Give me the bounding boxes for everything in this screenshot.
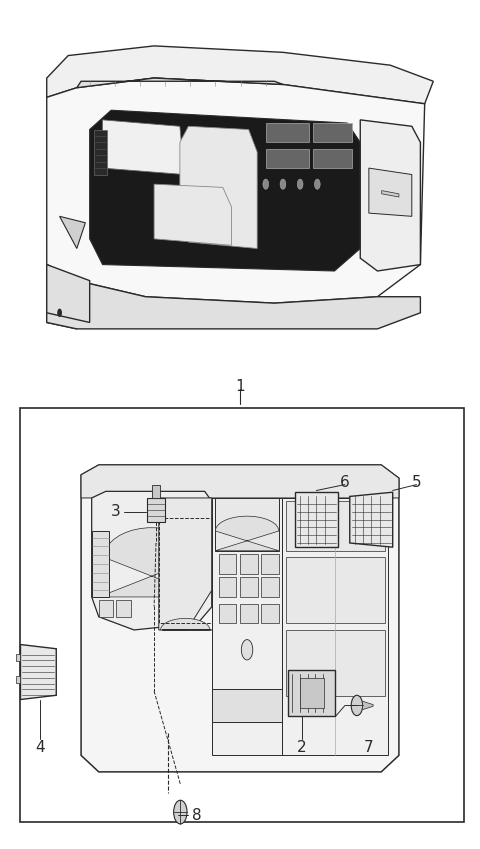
Circle shape bbox=[314, 179, 320, 189]
Circle shape bbox=[57, 308, 62, 317]
Circle shape bbox=[174, 801, 187, 824]
Text: 5: 5 bbox=[412, 475, 421, 490]
Circle shape bbox=[263, 179, 269, 189]
Polygon shape bbox=[215, 516, 279, 551]
Polygon shape bbox=[360, 120, 420, 271]
Polygon shape bbox=[47, 46, 433, 104]
Polygon shape bbox=[21, 644, 56, 700]
Polygon shape bbox=[99, 528, 204, 597]
Polygon shape bbox=[94, 130, 107, 175]
Polygon shape bbox=[116, 600, 131, 616]
Polygon shape bbox=[240, 554, 258, 574]
Polygon shape bbox=[300, 678, 324, 708]
Polygon shape bbox=[219, 554, 237, 574]
Circle shape bbox=[297, 179, 303, 189]
Polygon shape bbox=[350, 492, 393, 548]
Polygon shape bbox=[261, 604, 279, 623]
Polygon shape bbox=[159, 498, 212, 630]
Polygon shape bbox=[147, 498, 165, 522]
Text: 6: 6 bbox=[340, 475, 350, 490]
Text: 8: 8 bbox=[192, 808, 202, 823]
Text: 2: 2 bbox=[297, 740, 307, 756]
Polygon shape bbox=[81, 465, 399, 772]
Polygon shape bbox=[92, 492, 212, 630]
Polygon shape bbox=[219, 604, 237, 623]
Polygon shape bbox=[219, 577, 237, 597]
Polygon shape bbox=[266, 123, 309, 143]
Polygon shape bbox=[81, 465, 399, 498]
Polygon shape bbox=[77, 78, 283, 87]
Polygon shape bbox=[261, 554, 279, 574]
Polygon shape bbox=[16, 655, 21, 661]
Polygon shape bbox=[152, 486, 160, 498]
Polygon shape bbox=[92, 531, 109, 597]
Polygon shape bbox=[286, 501, 385, 551]
Polygon shape bbox=[160, 618, 212, 630]
Polygon shape bbox=[47, 265, 90, 323]
Polygon shape bbox=[282, 498, 388, 756]
Polygon shape bbox=[47, 265, 420, 329]
Polygon shape bbox=[240, 577, 258, 597]
Polygon shape bbox=[288, 670, 336, 717]
Circle shape bbox=[241, 639, 253, 660]
Polygon shape bbox=[286, 630, 385, 696]
Polygon shape bbox=[154, 184, 231, 245]
Polygon shape bbox=[47, 78, 425, 303]
Polygon shape bbox=[266, 149, 309, 168]
Polygon shape bbox=[212, 689, 282, 722]
Bar bbox=[21, 408, 464, 822]
Circle shape bbox=[280, 179, 286, 189]
Text: 7: 7 bbox=[364, 740, 373, 756]
Polygon shape bbox=[60, 216, 85, 249]
Polygon shape bbox=[240, 604, 258, 623]
Polygon shape bbox=[90, 110, 360, 271]
Polygon shape bbox=[261, 577, 279, 597]
Circle shape bbox=[351, 695, 363, 716]
Polygon shape bbox=[369, 168, 412, 216]
Polygon shape bbox=[295, 492, 338, 548]
Polygon shape bbox=[286, 557, 385, 623]
Text: 1: 1 bbox=[235, 379, 245, 394]
Polygon shape bbox=[382, 191, 399, 197]
Polygon shape bbox=[16, 677, 21, 683]
Polygon shape bbox=[180, 127, 257, 249]
Polygon shape bbox=[215, 498, 279, 551]
Polygon shape bbox=[313, 123, 352, 143]
Polygon shape bbox=[363, 701, 373, 710]
Polygon shape bbox=[313, 149, 352, 168]
Polygon shape bbox=[103, 120, 184, 175]
Polygon shape bbox=[212, 498, 282, 756]
Polygon shape bbox=[47, 265, 77, 329]
Text: 4: 4 bbox=[35, 740, 44, 756]
Polygon shape bbox=[99, 600, 113, 616]
Text: 3: 3 bbox=[111, 504, 121, 519]
